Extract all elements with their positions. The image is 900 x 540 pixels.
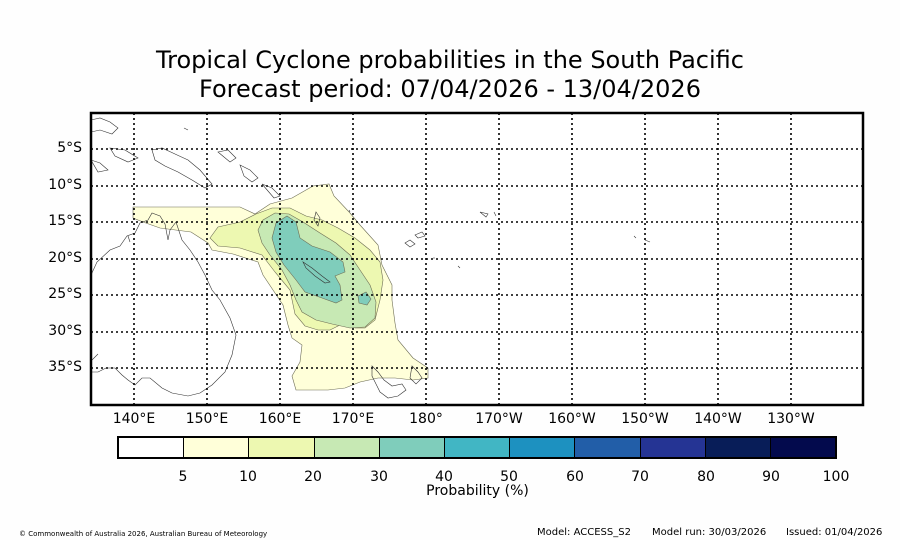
model-run-date: Model run: 30/03/2026 xyxy=(652,527,767,538)
lat-label-25s: 25°S xyxy=(48,286,82,302)
colorbar-title: Probability (%) xyxy=(426,483,529,499)
colorbar-swatch-5 xyxy=(444,438,511,457)
contour-5-10 xyxy=(132,183,429,391)
coast-fiji xyxy=(404,231,426,248)
colorbar-swatch-2 xyxy=(249,438,315,457)
colorbar-tick-30: 30 xyxy=(370,469,388,485)
colorbar-swatch-9 xyxy=(705,438,771,457)
colorbar-tick-100: 100 xyxy=(822,469,850,485)
issued-date: Issued: 01/04/2026 xyxy=(786,527,883,538)
lat-label-10s: 10°S xyxy=(48,177,82,193)
coast-bismarck-solomons xyxy=(217,149,281,199)
lon-label-180: 180° xyxy=(409,411,443,427)
colorbar-tick-60: 60 xyxy=(566,469,584,485)
colorbar-tick-10: 10 xyxy=(239,469,257,485)
lon-label-150w: 150°W xyxy=(621,411,669,427)
coast-new-caledonia xyxy=(302,261,331,284)
model-name: Model: ACCESS_S2 xyxy=(537,527,631,538)
copyright-text: © Commonwealth of Australia 2026, Austra… xyxy=(19,530,268,538)
lon-label-150e: 150°E xyxy=(185,411,229,427)
colorbar-swatch-0 xyxy=(119,438,185,457)
colorbar-tick-20: 20 xyxy=(304,469,322,485)
lon-label-130w: 130°W xyxy=(767,411,815,427)
coastlines xyxy=(90,117,651,399)
coast-vanuatu xyxy=(313,211,321,227)
coast-pacific-islands xyxy=(91,127,651,361)
coast-new-guinea xyxy=(151,147,213,189)
lat-label-5s: 5°S xyxy=(57,140,82,156)
lat-label-35s: 35°S xyxy=(48,359,82,375)
lat-label-30s: 30°S xyxy=(48,323,82,339)
colorbar-swatch-4 xyxy=(379,438,445,457)
lat-label-15s: 15°S xyxy=(48,213,82,229)
colorbar-swatch-6 xyxy=(510,438,576,457)
colorbar-swatch-7 xyxy=(575,438,641,457)
colorbar-swatch-8 xyxy=(640,438,706,457)
map-frame xyxy=(89,111,865,407)
coast-new-zealand xyxy=(371,365,423,399)
lon-label-140w: 140°W xyxy=(694,411,742,427)
lon-label-170e: 170°E xyxy=(331,411,375,427)
map-title-line2: Forecast period: 07/04/2026 - 13/04/2026 xyxy=(199,75,701,103)
colorbar-tick-50: 50 xyxy=(500,469,518,485)
colorbar-tick-40: 40 xyxy=(435,469,453,485)
map-title-line1: Tropical Cyclone probabilities in the So… xyxy=(156,46,744,74)
probability-contours xyxy=(132,183,429,391)
colorbar-tick-80: 80 xyxy=(697,469,715,485)
colorbar-tick-90: 90 xyxy=(762,469,780,485)
lon-label-170w: 170°W xyxy=(475,411,523,427)
lon-label-160e: 160°E xyxy=(258,411,302,427)
lat-label-20s: 20°S xyxy=(48,250,82,266)
colorbar-swatch-10 xyxy=(770,438,836,457)
colorbar-tick-70: 70 xyxy=(631,469,649,485)
colorbar-swatch-1 xyxy=(184,438,250,457)
lon-label-160w: 160°W xyxy=(548,411,596,427)
lon-label-140e: 140°E xyxy=(112,411,156,427)
graticule xyxy=(91,113,863,405)
colorbar-swatch-3 xyxy=(314,438,380,457)
colorbar-tick-5: 5 xyxy=(178,469,188,485)
colorbar xyxy=(117,436,837,459)
